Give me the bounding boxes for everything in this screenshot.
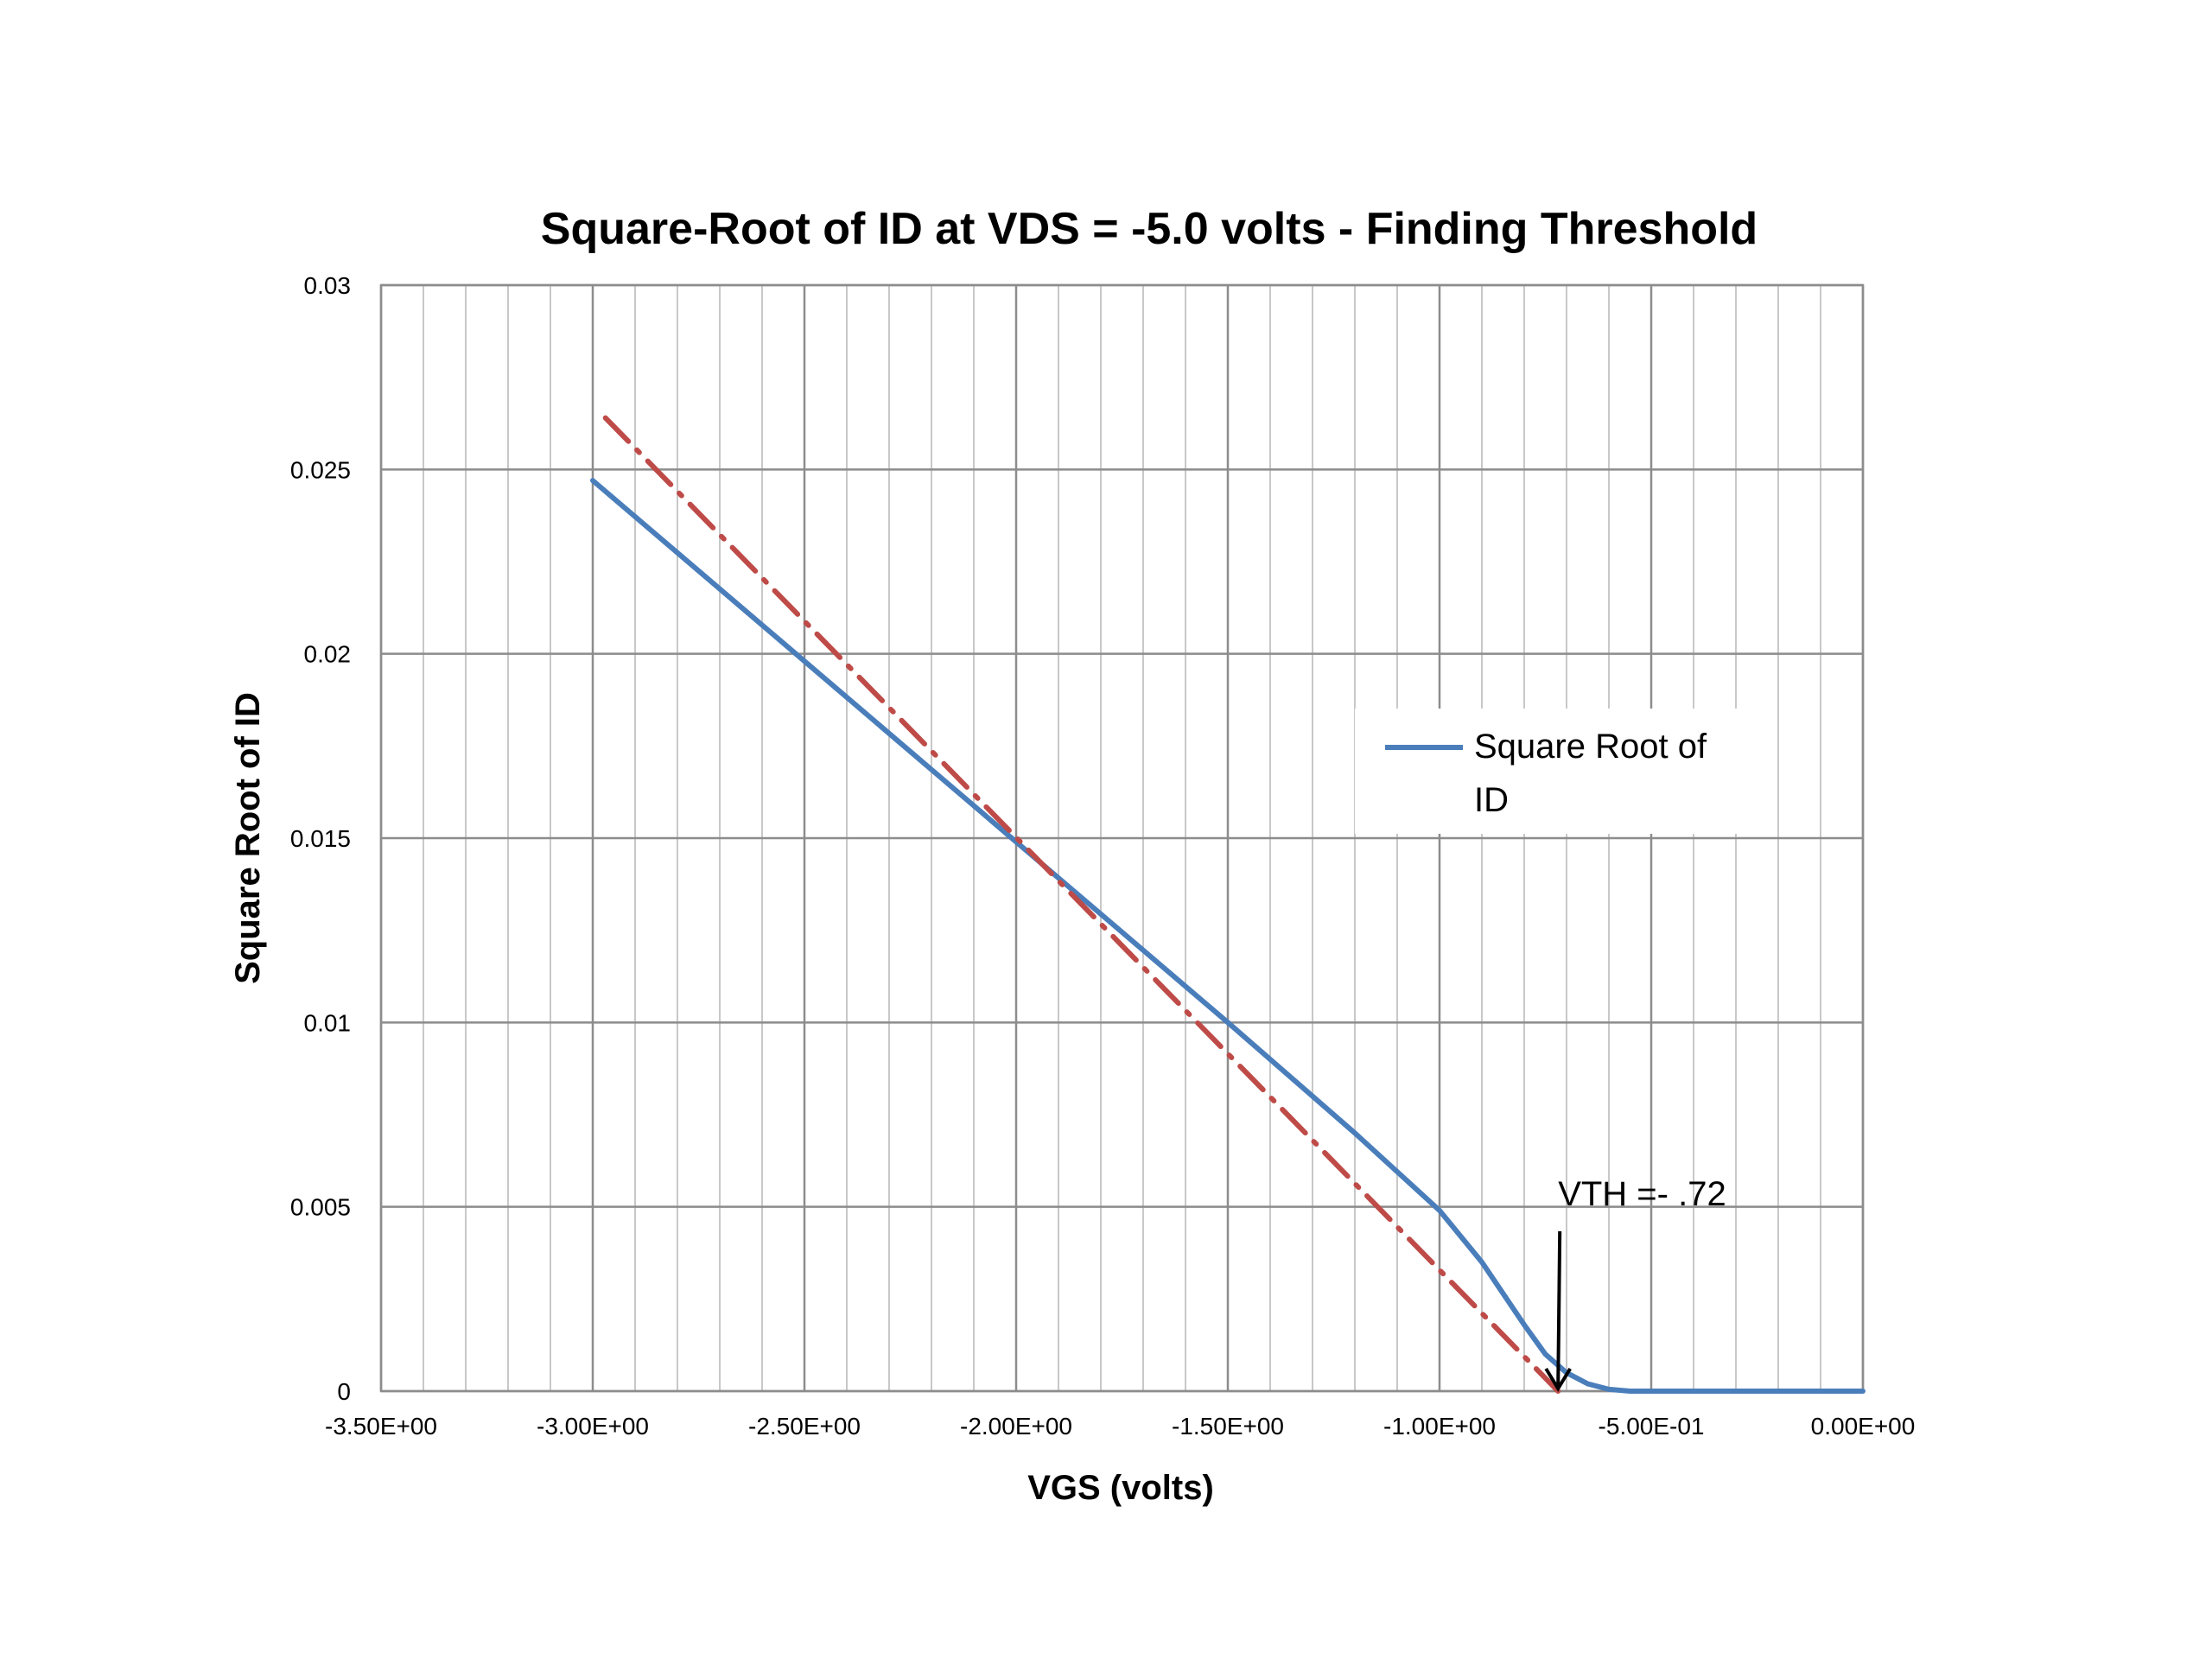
x-tick-label: -5.00E-01 xyxy=(1599,1413,1705,1440)
y-tick-label: 0.02 xyxy=(304,641,352,668)
plot-series xyxy=(590,415,1866,1394)
legend-label: Square Root of ID xyxy=(1474,728,1707,819)
x-tick-label: -1.50E+00 xyxy=(1172,1413,1284,1440)
vth-arrowhead xyxy=(1544,1367,1572,1392)
legend-box xyxy=(1355,709,1752,834)
x-tick-label: -2.00E+00 xyxy=(960,1413,1072,1440)
x-tick-label: -2.50E+00 xyxy=(748,1413,861,1440)
tick-labels: -3.50E+00 -3.00E+00 -2.50E+00 -2.00E+00 -1.5… xyxy=(290,272,1915,1440)
threshold-fit-line xyxy=(602,415,1561,1394)
vth-arrow xyxy=(1556,1230,1562,1387)
y-tick-label: 0.01 xyxy=(304,1009,352,1036)
y-axis-title: Square Root of ID xyxy=(229,692,267,984)
x-tick-label: -1.00E+00 xyxy=(1383,1413,1496,1440)
x-tick-label: -3.50E+00 xyxy=(325,1413,437,1440)
y-tick-label: 0.005 xyxy=(290,1194,351,1221)
legend: Square Root of ID xyxy=(1355,709,1752,834)
annotation: VTH =- .72 xyxy=(1544,1175,1726,1392)
y-tick-label: 0.015 xyxy=(290,825,351,852)
y-tick-label: 0.025 xyxy=(290,456,351,483)
vth-annotation: VTH =- .72 xyxy=(1558,1175,1726,1213)
series-line-sqrt-id xyxy=(590,478,1866,1394)
chart-title: Square-Root of ID at VDS = -5.0 volts - … xyxy=(541,204,1758,254)
plot-area-border xyxy=(379,283,1865,1393)
y-tick-label: 0.03 xyxy=(304,272,352,299)
y-tick-label: 0 xyxy=(337,1378,351,1405)
x-tick-label: 0.00E+00 xyxy=(1811,1413,1916,1440)
x-tick-label: -3.00E+00 xyxy=(537,1413,649,1440)
x-axis-title: VGS (volts) xyxy=(1027,1469,1214,1507)
grid xyxy=(379,283,1865,1393)
